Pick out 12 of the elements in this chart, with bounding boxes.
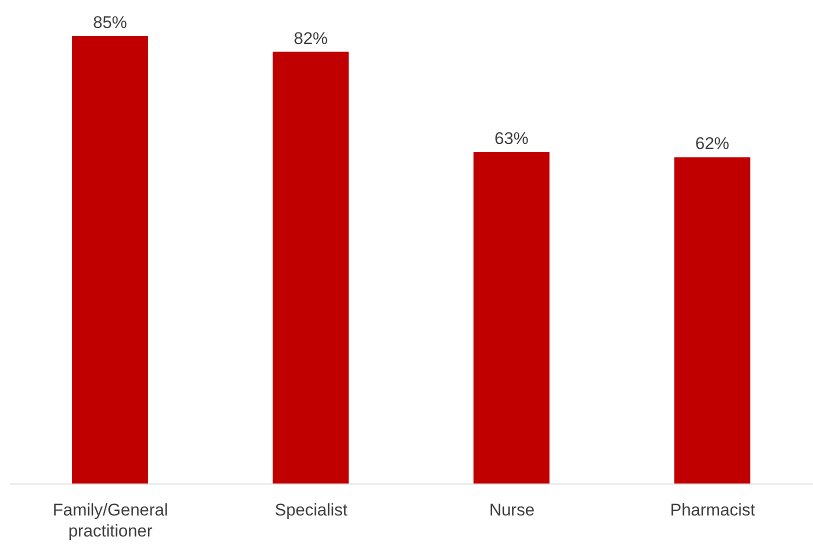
data-label: 82% xyxy=(294,28,328,48)
data-label: 63% xyxy=(494,128,529,148)
x-tick-label: Specialist xyxy=(274,500,348,520)
data-label: 62% xyxy=(695,134,730,154)
x-tick-label: Family/General practitioner xyxy=(52,500,168,541)
bar xyxy=(72,36,148,484)
data-label: 85% xyxy=(92,13,128,32)
x-tick-label: Pharmacist xyxy=(670,500,756,520)
bar xyxy=(272,52,349,484)
bar xyxy=(474,152,550,484)
bar xyxy=(674,157,750,484)
x-tick-label: Nurse xyxy=(489,500,535,520)
